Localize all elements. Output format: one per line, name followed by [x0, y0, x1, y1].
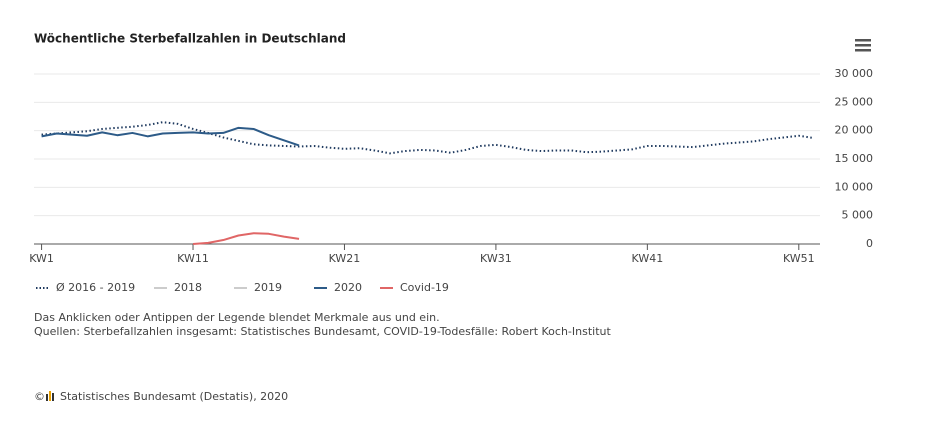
x-tick-label: KW51 — [783, 252, 815, 265]
menu-button[interactable] — [855, 39, 871, 52]
logo-bar — [46, 394, 48, 401]
note: Das Anklicken oder Antippen der Legende … — [34, 311, 440, 324]
destatis-logo — [46, 391, 54, 401]
note: Quellen: Sterbefallzahlen insgesamt: Sta… — [34, 325, 611, 338]
credit-symbol: © — [34, 390, 45, 403]
y-tick-label: 5 000 — [842, 209, 874, 222]
y-tick-label: 20 000 — [835, 124, 874, 137]
menu-bar — [855, 39, 871, 42]
y-tick-label: 30 000 — [835, 67, 874, 80]
x-tick-label: KW41 — [632, 252, 664, 265]
menu-bar — [855, 49, 871, 52]
y-tick-label: 25 000 — [835, 95, 874, 108]
y-tick-label: 15 000 — [835, 152, 874, 165]
x-tick-label: KW31 — [480, 252, 512, 265]
y-tick-label: 10 000 — [835, 180, 874, 193]
x-tick-label: KW21 — [329, 252, 361, 265]
x-tick-label: KW1 — [29, 252, 54, 265]
credit: Statistisches Bundesamt (Destatis), 2020 — [60, 390, 288, 403]
y-tick-label: 0 — [866, 237, 873, 250]
series-line — [41, 126, 300, 147]
legend-label[interactable]: 2018 — [174, 281, 202, 294]
logo-bar — [52, 393, 54, 401]
legend-label[interactable]: Covid-19 — [400, 281, 449, 294]
legend-label[interactable]: 2020 — [334, 281, 362, 294]
legend-label[interactable]: Ø 2016 - 2019 — [56, 281, 135, 294]
menu-bar — [855, 44, 871, 47]
logo-bar — [49, 391, 51, 401]
x-tick-label: KW11 — [177, 252, 209, 265]
chart-title: Wöchentliche Sterbefallzahlen in Deutsch… — [34, 32, 346, 46]
series-line — [192, 232, 300, 245]
legend-label[interactable]: 2019 — [254, 281, 282, 294]
